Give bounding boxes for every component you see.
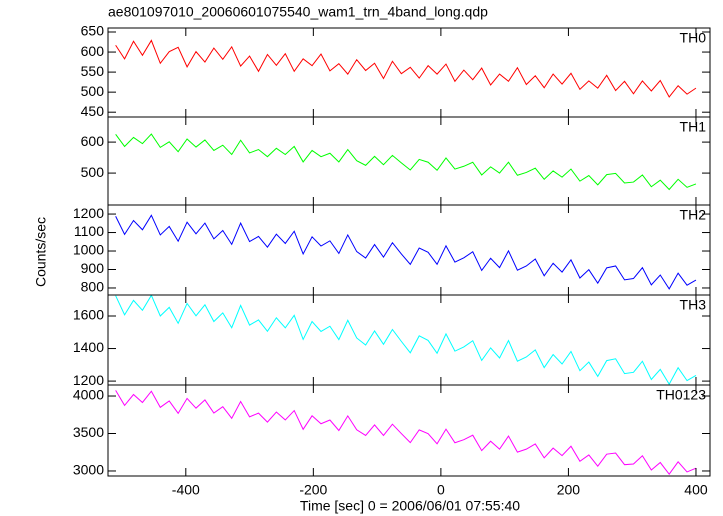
data-line bbox=[115, 295, 697, 385]
y-tick-label: 800 bbox=[81, 279, 105, 295]
panel-frame bbox=[107, 384, 711, 477]
y-tick-label: 600 bbox=[81, 43, 105, 59]
x-tick-label: -200 bbox=[299, 482, 327, 498]
y-tick-label: 1200 bbox=[73, 372, 104, 388]
x-tick-label: 0 bbox=[437, 482, 445, 498]
legend-label: TH0123 bbox=[656, 387, 706, 403]
panel-frame bbox=[107, 27, 711, 118]
data-line bbox=[115, 133, 697, 191]
x-tick-label: 200 bbox=[557, 482, 581, 498]
x-tick-label: 400 bbox=[684, 482, 708, 498]
y-tick-label: 1200 bbox=[73, 205, 104, 221]
legend-label: TH0 bbox=[680, 30, 707, 46]
y-tick-label: 3000 bbox=[73, 462, 104, 478]
y-tick-label: 3500 bbox=[73, 424, 104, 440]
legend-label: TH2 bbox=[680, 207, 707, 223]
y-tick-label: 450 bbox=[81, 103, 105, 119]
y-tick-label: 600 bbox=[81, 133, 105, 149]
y-axis-label: Counts/sec bbox=[33, 217, 49, 287]
data-line bbox=[115, 390, 697, 475]
legend-label: TH3 bbox=[680, 297, 707, 313]
chart-title: ae801097010_20060601075540_wam1_trn_4ban… bbox=[108, 4, 488, 20]
panel-frame bbox=[107, 116, 711, 206]
y-tick-label: 1400 bbox=[73, 339, 104, 355]
y-tick-label: 500 bbox=[81, 83, 105, 99]
panel-frame bbox=[107, 204, 711, 296]
x-tick-label: -400 bbox=[172, 482, 200, 498]
data-line bbox=[115, 214, 697, 290]
y-tick-label: 4000 bbox=[73, 387, 104, 403]
panel-frame bbox=[107, 294, 711, 386]
y-tick-label: 1600 bbox=[73, 307, 104, 323]
y-tick-label: 1100 bbox=[74, 223, 104, 239]
x-axis-label: Time [sec] 0 = 2006/06/01 07:55:40 bbox=[300, 498, 520, 514]
y-tick-label: 550 bbox=[81, 63, 105, 79]
legend-label: TH1 bbox=[680, 119, 707, 135]
data-line bbox=[115, 39, 697, 98]
y-tick-label: 650 bbox=[81, 23, 105, 39]
y-tick-label: 900 bbox=[81, 260, 105, 276]
y-tick-label: 1000 bbox=[73, 242, 104, 258]
y-tick-label: 500 bbox=[81, 164, 105, 180]
